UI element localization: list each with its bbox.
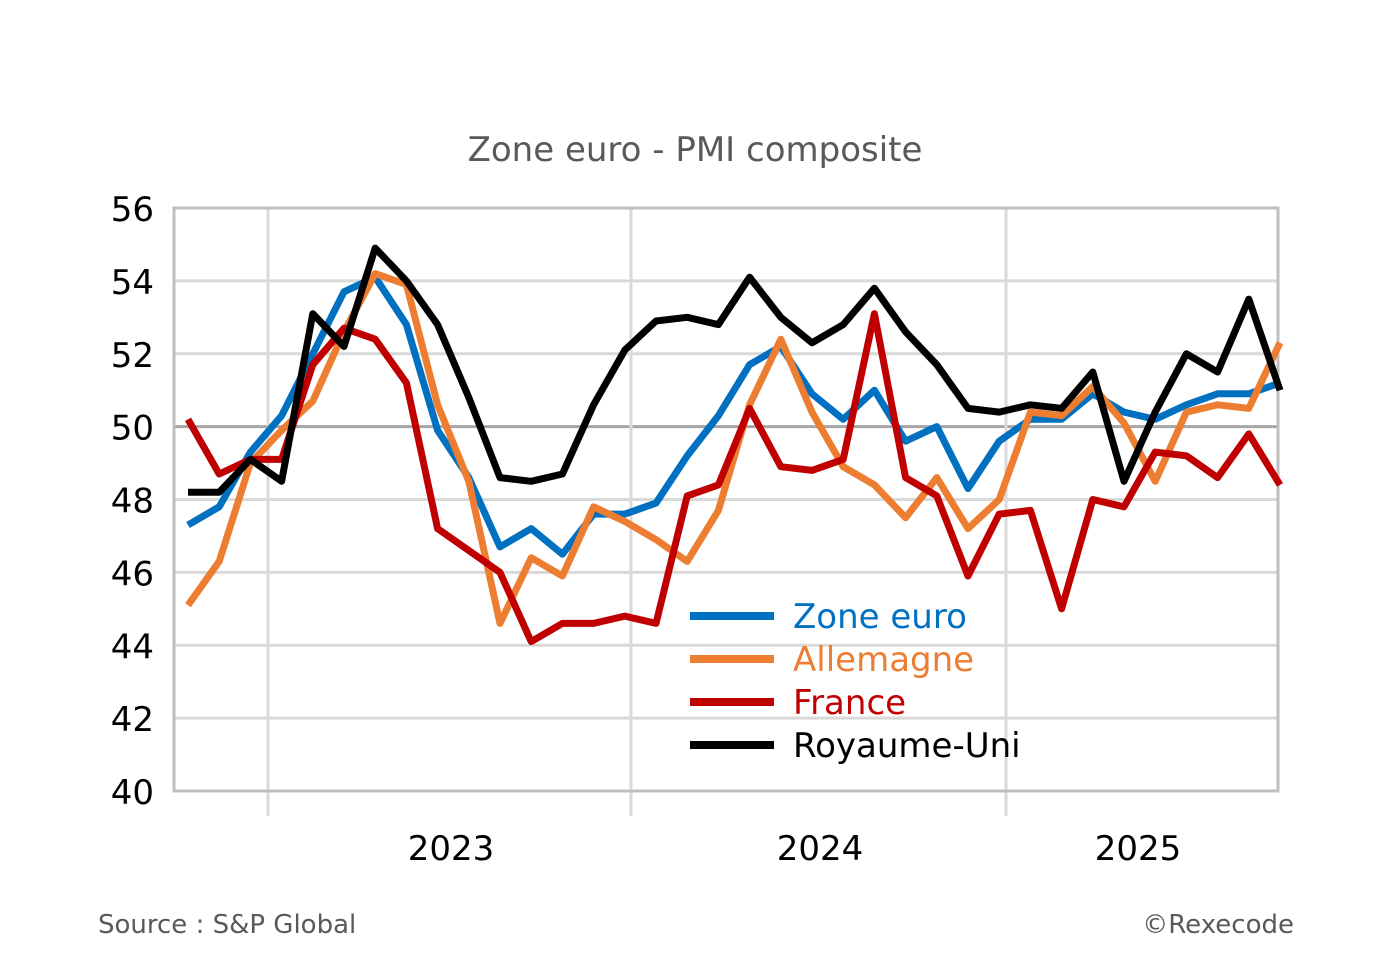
source-note: Source : S&P Global [98,910,357,940]
copyright-note: ©Rexecode [1142,910,1294,940]
y-tick-label: 50 [111,409,154,449]
y-tick-label: 42 [111,700,154,740]
y-tick-label: 56 [111,190,154,230]
y-axis-ticks: 40 42 44 46 48 50 52 54 56 [111,190,154,813]
grid [172,206,1280,816]
y-tick-label: 44 [111,627,154,667]
x-axis-ticks: 2023 2024 2025 [408,829,1182,869]
plot-frame [172,206,1280,793]
legend-swatch [690,698,774,706]
x-tick-label: 2025 [1095,829,1182,869]
x-tick-label: 2024 [777,829,864,869]
y-tick-label: 40 [111,773,154,813]
series-lines [184,244,1284,646]
legend-swatch [690,612,774,620]
y-tick-label: 46 [111,554,154,594]
y-tick-label: 48 [111,482,154,522]
series-line-royaume-uni [188,244,1284,496]
y-tick-label: 54 [111,263,154,303]
legend-swatch [690,655,774,663]
chart-title: Zone euro - PMI composite [468,130,923,170]
series-line-france [184,310,1283,646]
legend-label: Zone euro [793,597,967,637]
legend-swatch [690,741,774,749]
legend-label: France [793,683,906,723]
x-tick-label: 2023 [408,829,495,869]
y-tick-label: 52 [111,336,154,376]
legend-label: Royaume-Uni [793,726,1021,766]
legend-label: Allemagne [793,640,974,680]
